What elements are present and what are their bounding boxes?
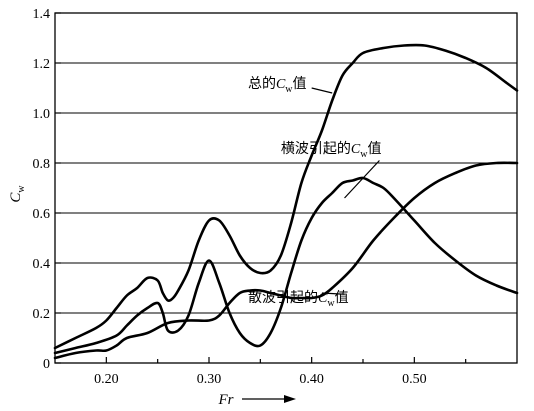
grid-lines xyxy=(55,62,517,314)
curve-transverse xyxy=(53,176,519,355)
annotation-divergent: 散波引起的Cw值 xyxy=(248,290,349,309)
curve-divergent xyxy=(53,161,519,360)
labels: 0 0.2 0.4 0.6 0.8 1.0 1.2 1.4 0.20 0.30 0.40 0.50 总的… xyxy=(8,7,427,408)
y-tick-label-2: 0.4 xyxy=(33,257,51,272)
y-tick-label-4: 0.8 xyxy=(33,157,51,172)
x-tick-label-0: 0.20 xyxy=(94,372,119,387)
axis-ticks xyxy=(55,12,467,364)
curves xyxy=(53,43,519,360)
annotation-total: 总的Cw值 xyxy=(248,76,307,95)
plot-frame xyxy=(54,12,518,364)
y-tick-label-5: 1.0 xyxy=(33,107,51,122)
y-axis-label: Cw xyxy=(8,185,27,203)
leader-total xyxy=(311,87,333,94)
annotation-leaders xyxy=(311,87,380,295)
curve-total xyxy=(53,43,519,350)
x-tick-label-2: 0.40 xyxy=(299,372,324,387)
y-tick-label-1: 0.2 xyxy=(33,307,51,322)
x-axis-arrow-icon xyxy=(284,395,296,403)
y-tick-label-6: 1.2 xyxy=(33,57,51,72)
x-tick-label-3: 0.50 xyxy=(402,372,427,387)
y-tick-label-3: 0.6 xyxy=(33,207,51,222)
x-axis-label: Fr xyxy=(218,392,234,408)
y-tick-label-0: 0 xyxy=(43,357,50,372)
annotation-transverse: 横波引起的Cw值 xyxy=(281,141,382,160)
y-tick-label-7: 1.4 xyxy=(33,7,51,22)
x-tick-label-1: 0.30 xyxy=(197,372,222,387)
leader-divergent xyxy=(321,292,345,295)
leader-transverse xyxy=(344,160,380,199)
